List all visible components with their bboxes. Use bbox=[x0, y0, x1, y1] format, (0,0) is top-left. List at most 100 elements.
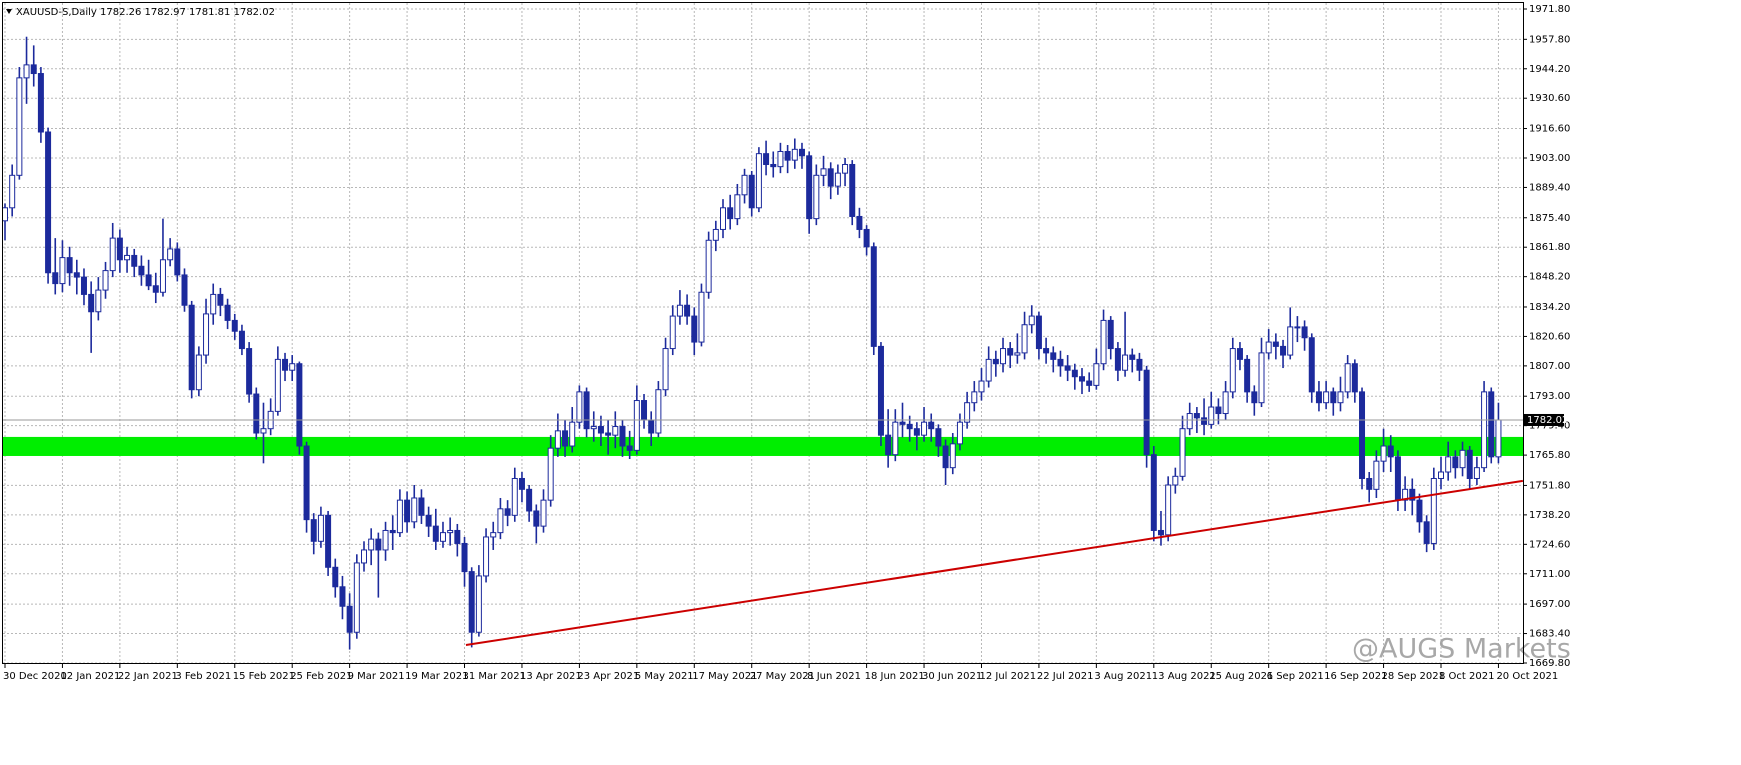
candle-body bbox=[181, 274, 188, 306]
candle-body bbox=[1043, 348, 1050, 354]
candle-body bbox=[669, 315, 676, 350]
candle-body bbox=[741, 174, 748, 196]
symbol-menu-icon[interactable] bbox=[6, 9, 12, 14]
candle-body bbox=[1050, 352, 1057, 360]
x-tick-label: 25 Feb 2021 bbox=[290, 671, 352, 682]
candle-body bbox=[159, 259, 166, 293]
candle-body bbox=[1100, 319, 1107, 365]
candle-body bbox=[1272, 341, 1279, 347]
candle-body bbox=[892, 421, 899, 456]
candle-body bbox=[1136, 358, 1143, 371]
candle-body bbox=[1229, 348, 1236, 393]
candle-body bbox=[956, 421, 963, 445]
candle-body bbox=[1330, 391, 1337, 404]
candle-body bbox=[899, 421, 906, 425]
candle-body bbox=[913, 428, 920, 436]
candle-body bbox=[655, 389, 662, 434]
y-tick-label: 1683.40 bbox=[1529, 629, 1570, 640]
x-tick-label: 18 Jun 2021 bbox=[865, 671, 925, 682]
candle-body bbox=[2, 207, 8, 222]
candle-body bbox=[1129, 354, 1136, 360]
candle-body bbox=[1488, 391, 1495, 458]
candle-body bbox=[569, 421, 576, 447]
x-tick-label: 13 Aug 2021 bbox=[1152, 671, 1216, 682]
chart-title: XAUUSD-S,Daily 1782.26 1782.97 1781.81 1… bbox=[16, 7, 275, 18]
candle-body bbox=[238, 330, 245, 350]
y-tick-label: 1793.00 bbox=[1529, 391, 1570, 402]
candle-body bbox=[468, 571, 475, 633]
y-tick-label: 1957.80 bbox=[1529, 34, 1570, 45]
candle-body bbox=[648, 419, 655, 434]
candle-body bbox=[16, 77, 23, 176]
candle-body bbox=[540, 499, 547, 527]
candle-body bbox=[1028, 315, 1035, 326]
candle-body bbox=[1473, 467, 1480, 479]
candle-body bbox=[37, 73, 44, 133]
candle-body bbox=[1481, 391, 1488, 469]
candle-body bbox=[1416, 499, 1423, 523]
x-tick-label: 8 Jun 2021 bbox=[807, 671, 861, 682]
candle-body bbox=[339, 586, 346, 607]
candle-body bbox=[1114, 348, 1121, 371]
candle-body bbox=[439, 532, 446, 542]
candle-body bbox=[1438, 471, 1444, 479]
candle-body bbox=[483, 536, 490, 577]
candle-body bbox=[353, 562, 360, 633]
candle-body bbox=[131, 254, 138, 267]
candle-body bbox=[1007, 348, 1014, 356]
candle-body bbox=[1179, 428, 1186, 477]
candle-body bbox=[1409, 488, 1416, 501]
x-tick-label: 28 Sep 2021 bbox=[1382, 671, 1445, 682]
candle-body bbox=[1294, 326, 1301, 329]
candle-body bbox=[274, 358, 281, 412]
candle-body bbox=[1071, 369, 1078, 378]
candle-body bbox=[684, 304, 691, 317]
candle-body bbox=[1143, 369, 1150, 456]
support-zone bbox=[3, 436, 1523, 456]
candle-body bbox=[1466, 449, 1473, 479]
x-tick-label: 19 Mar 2021 bbox=[405, 671, 468, 682]
candle-body bbox=[1035, 315, 1042, 350]
x-tick-label: 25 Aug 2021 bbox=[1209, 671, 1273, 682]
candle-body bbox=[698, 291, 705, 343]
candle-body bbox=[1387, 445, 1394, 458]
candle-body bbox=[1459, 449, 1466, 469]
last-price-label: 1782.02 bbox=[1527, 415, 1568, 426]
candle-body bbox=[813, 174, 820, 220]
candle-body bbox=[583, 391, 590, 430]
candle-body bbox=[1323, 391, 1330, 404]
candle-body bbox=[619, 426, 626, 447]
candle-body bbox=[174, 248, 181, 276]
candle-body bbox=[102, 270, 109, 291]
y-tick-label: 1765.80 bbox=[1529, 450, 1570, 461]
candle-body bbox=[755, 153, 762, 209]
candle-body bbox=[1445, 456, 1452, 473]
candle-body bbox=[425, 514, 432, 527]
candle-body bbox=[504, 508, 511, 516]
candle-body bbox=[849, 163, 856, 217]
candle-body bbox=[1287, 326, 1294, 356]
candle-body bbox=[1308, 337, 1315, 393]
candle-body bbox=[224, 304, 231, 321]
candle-body bbox=[66, 257, 73, 274]
candle-body bbox=[827, 168, 834, 187]
x-tick-label: 3 Aug 2021 bbox=[1094, 671, 1152, 682]
candle-body bbox=[1064, 365, 1071, 371]
x-tick-label: 30 Jun 2021 bbox=[922, 671, 982, 682]
candle-body bbox=[712, 228, 719, 241]
candle-body bbox=[346, 605, 353, 633]
candle-body bbox=[1359, 391, 1366, 479]
candle-body bbox=[246, 348, 253, 395]
x-tick-label: 22 Jul 2021 bbox=[1037, 671, 1094, 682]
candle-body bbox=[877, 345, 884, 436]
candle-body bbox=[921, 421, 928, 436]
candle-body bbox=[116, 237, 123, 261]
x-tick-label: 15 Feb 2021 bbox=[233, 671, 295, 682]
candle-body bbox=[526, 488, 533, 512]
candle-body bbox=[404, 499, 411, 523]
candle-body bbox=[1495, 419, 1502, 458]
x-tick-label: 23 Apr 2021 bbox=[577, 671, 639, 682]
candle-body bbox=[842, 163, 849, 174]
